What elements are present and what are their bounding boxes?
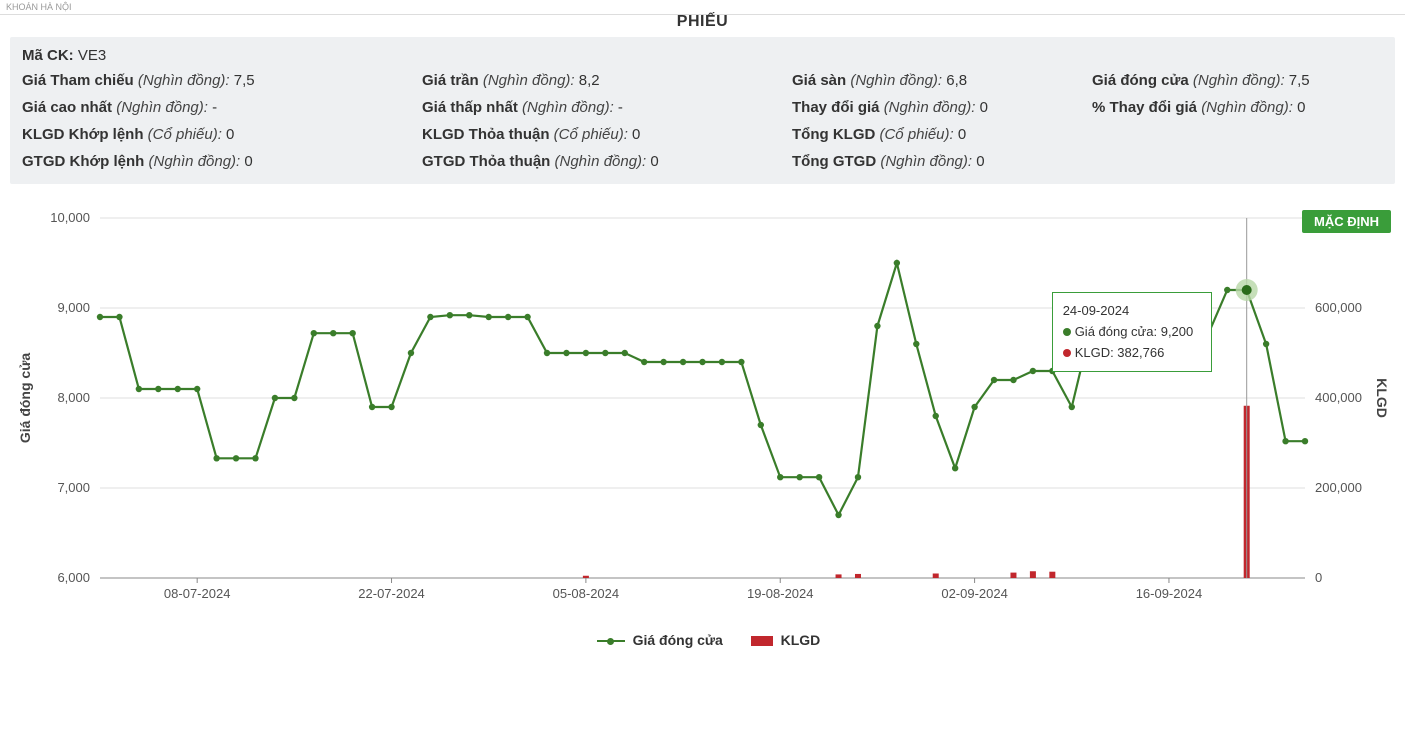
svg-text:KLGD: KLGD <box>1374 378 1390 418</box>
stock-code: Mã CK: VE3 <box>22 47 1383 64</box>
info-cell: Giá trần (Nghìn đồng): 8,2 <box>422 72 792 89</box>
svg-text:10,000: 10,000 <box>50 210 90 225</box>
chart-container: MẶC ĐỊNH 6,000 7,000 8,000 9,000 10,000 0 200,… <box>10 208 1395 648</box>
svg-text:9,000: 9,000 <box>57 300 90 315</box>
info-cell: KLGD Thỏa thuận (Cổ phiếu): 0 <box>422 126 792 143</box>
info-cell: Giá đóng cửa (Nghìn đồng): 7,5 <box>1092 72 1383 89</box>
svg-text:200,000: 200,000 <box>1315 480 1362 495</box>
info-cell: Thay đổi giá (Nghìn đồng): 0 <box>792 99 1092 116</box>
svg-text:0: 0 <box>1315 570 1322 585</box>
info-grid: Giá Tham chiếu (Nghìn đồng): 7,5Giá trần… <box>22 72 1383 170</box>
chart-legend: Giá đóng cửa KLGD <box>10 632 1395 648</box>
bar-swatch-icon <box>751 636 773 646</box>
line-swatch-icon <box>597 640 625 642</box>
info-cell: GTGD Thỏa thuận (Nghìn đồng): 0 <box>422 153 792 170</box>
default-button[interactable]: MẶC ĐỊNH <box>1302 210 1391 233</box>
code-value: VE3 <box>78 47 106 64</box>
info-cell: GTGD Khớp lệnh (Nghìn đồng): 0 <box>22 153 422 170</box>
info-cell: Giá Tham chiếu (Nghìn đồng): 7,5 <box>22 72 422 89</box>
svg-text:7,000: 7,000 <box>57 480 90 495</box>
info-cell: Tổng GTGD (Nghìn đồng): 0 <box>792 153 1092 170</box>
tooltip-row: Giá đóng cửa: 9,200 <box>1063 322 1201 343</box>
info-cell: % Thay đổi giá (Nghìn đồng): 0 <box>1092 99 1383 116</box>
svg-text:22-07-2024: 22-07-2024 <box>358 586 425 601</box>
info-cell <box>1092 126 1383 143</box>
price-volume-chart[interactable]: 6,000 7,000 8,000 9,000 10,000 0 200,000 400,00… <box>10 208 1395 628</box>
svg-text:400,000: 400,000 <box>1315 390 1362 405</box>
info-cell: Giá thấp nhất (Nghìn đồng): - <box>422 99 792 116</box>
svg-text:600,000: 600,000 <box>1315 300 1362 315</box>
svg-text:6,000: 6,000 <box>57 570 90 585</box>
legend-line-label: Giá đóng cửa <box>633 632 723 648</box>
info-panel: Mã CK: VE3 Giá Tham chiếu (Nghìn đồng): … <box>10 37 1395 184</box>
svg-text:8,000: 8,000 <box>57 390 90 405</box>
page-title: PHIẾU <box>0 13 1405 31</box>
info-cell: Tổng KLGD (Cổ phiếu): 0 <box>792 126 1092 143</box>
svg-text:Giá đóng cửa: Giá đóng cửa <box>17 353 33 443</box>
svg-text:05-08-2024: 05-08-2024 <box>553 586 620 601</box>
info-cell <box>1092 153 1383 170</box>
legend-bar-label: KLGD <box>781 632 821 648</box>
info-cell: Giá sàn (Nghìn đồng): 6,8 <box>792 72 1092 89</box>
svg-text:02-09-2024: 02-09-2024 <box>941 586 1008 601</box>
chart-tooltip: 24-09-2024 Giá đóng cửa: 9,200KLGD: 382,… <box>1052 292 1212 372</box>
info-cell: KLGD Khớp lệnh (Cổ phiếu): 0 <box>22 126 422 143</box>
info-cell: Giá cao nhất (Nghìn đồng): - <box>22 99 422 116</box>
tooltip-date: 24-09-2024 <box>1063 301 1201 322</box>
code-label: Mã CK: <box>22 47 74 64</box>
svg-text:16-09-2024: 16-09-2024 <box>1136 586 1203 601</box>
tooltip-row: KLGD: 382,766 <box>1063 343 1201 364</box>
svg-text:19-08-2024: 19-08-2024 <box>747 586 814 601</box>
svg-text:08-07-2024: 08-07-2024 <box>164 586 231 601</box>
